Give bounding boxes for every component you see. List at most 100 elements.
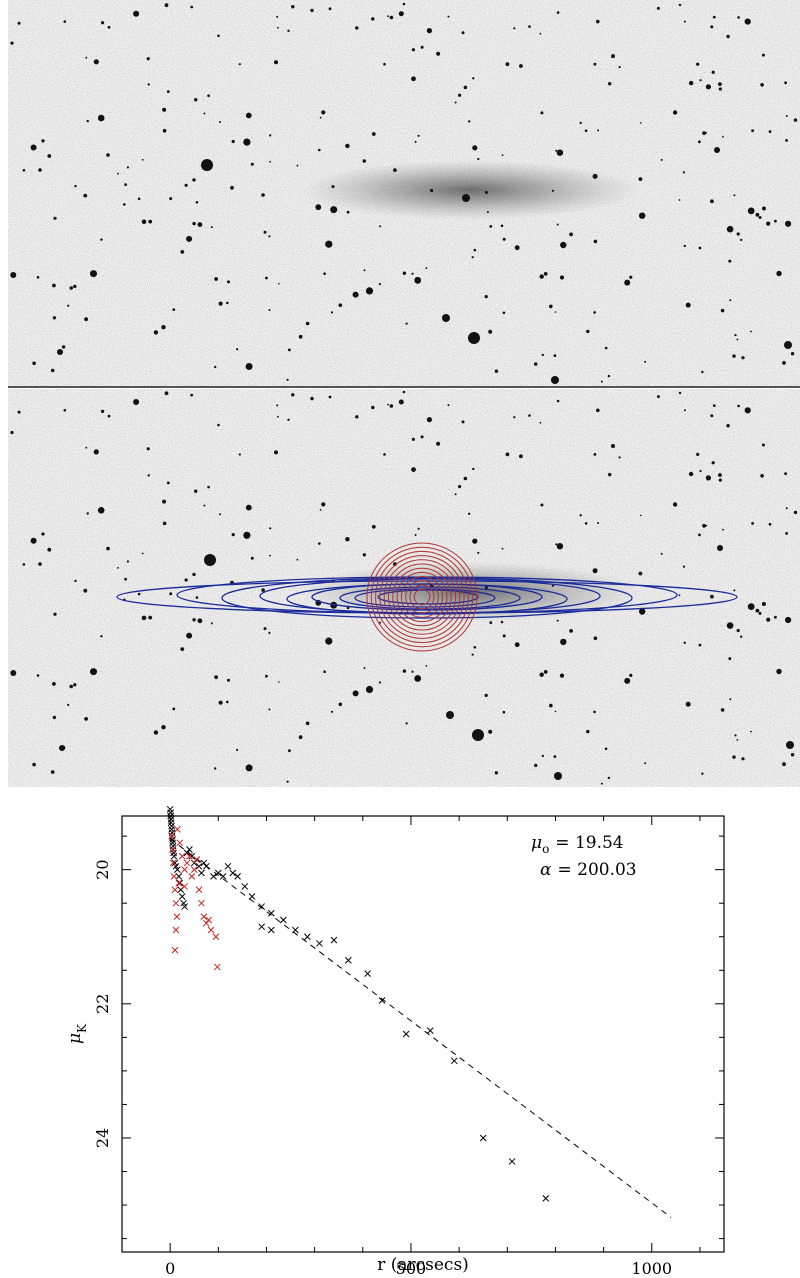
star (162, 128, 167, 133)
data-point-black (267, 909, 275, 917)
star (263, 627, 267, 631)
star (454, 101, 457, 104)
star (656, 395, 660, 399)
star (461, 31, 465, 35)
star (454, 493, 457, 496)
star (162, 499, 167, 504)
star (378, 681, 381, 684)
disk-isophote (354, 588, 496, 608)
star (477, 551, 480, 554)
star (728, 657, 732, 661)
data-point-black (190, 859, 198, 867)
star (484, 586, 488, 589)
star (236, 748, 239, 752)
star (760, 474, 764, 478)
star (447, 15, 450, 18)
star-field (10, 390, 798, 785)
bright-star (472, 729, 484, 741)
data-point-black (176, 879, 184, 887)
star (549, 703, 553, 708)
star (101, 409, 105, 413)
star (371, 524, 376, 529)
bulge-isophote-ellipses (366, 542, 478, 652)
alpha-symbol: α (540, 860, 552, 880)
star (768, 130, 772, 134)
star (203, 504, 206, 507)
star (426, 28, 432, 34)
star (192, 572, 196, 577)
star (180, 647, 185, 651)
star (600, 782, 603, 785)
star (540, 111, 544, 115)
bulge-isophote (379, 555, 465, 639)
star (10, 430, 14, 435)
star (528, 414, 531, 417)
star (660, 158, 663, 161)
star (740, 238, 743, 242)
star (720, 708, 725, 712)
star (230, 185, 234, 190)
star (22, 563, 26, 566)
star (737, 16, 740, 19)
star (502, 634, 506, 638)
star (488, 729, 493, 734)
data-point-red (175, 879, 183, 887)
star (83, 588, 88, 593)
star (682, 171, 686, 174)
star (210, 622, 213, 625)
star (678, 199, 681, 201)
star (161, 325, 166, 330)
star (269, 134, 272, 137)
star (484, 295, 488, 299)
star (172, 308, 176, 311)
star (473, 646, 477, 649)
plot-frame (121, 815, 725, 1253)
star (269, 160, 271, 163)
star (556, 223, 559, 226)
star (554, 710, 557, 713)
star (318, 148, 321, 152)
data-point-red (200, 913, 208, 920)
data-point-black (248, 893, 256, 900)
data-point-black (479, 1134, 487, 1142)
star (194, 98, 198, 102)
star (608, 472, 612, 477)
data-point-black (402, 1030, 410, 1038)
star (411, 76, 416, 82)
star (298, 334, 303, 339)
bulge-isophote (375, 550, 469, 644)
star (85, 56, 88, 59)
star (276, 15, 279, 18)
star (726, 225, 734, 233)
data-point-red (193, 856, 201, 863)
star (420, 45, 424, 49)
star (207, 94, 210, 97)
star (197, 222, 203, 228)
star (586, 329, 590, 334)
disk-isophote (259, 578, 601, 614)
star (321, 502, 326, 507)
star (729, 698, 732, 701)
star (710, 199, 714, 204)
star (288, 348, 291, 352)
star (618, 456, 621, 459)
star (387, 403, 389, 406)
star (758, 216, 762, 219)
star (90, 668, 97, 676)
star (734, 334, 737, 337)
star (579, 121, 582, 125)
data-point-red (186, 852, 193, 860)
star (245, 112, 252, 119)
star (268, 631, 271, 635)
star (698, 140, 701, 144)
star (93, 449, 99, 455)
star (67, 703, 70, 707)
y-tick-label: 22 (93, 994, 112, 1014)
bulge-isophote (388, 563, 456, 631)
star (755, 608, 760, 613)
star (761, 602, 766, 606)
y-tick-label: 24 (93, 1128, 112, 1148)
star (153, 730, 159, 735)
star (172, 707, 176, 711)
star (41, 139, 45, 143)
